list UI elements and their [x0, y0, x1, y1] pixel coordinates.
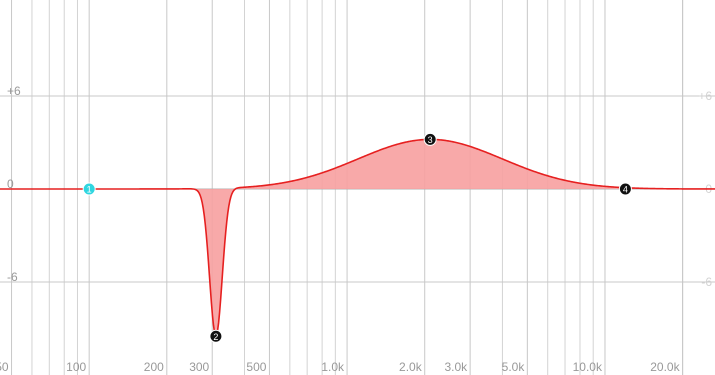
eq-response-curve [0, 138, 715, 337]
band-handle-label: 1 [87, 185, 92, 195]
eq-response-fill [0, 139, 715, 336]
frequency-label: 100 [66, 360, 86, 374]
frequency-label: 50 [0, 360, 9, 374]
band-handle-label: 2 [213, 332, 218, 342]
frequency-label: 10.0k [573, 360, 603, 374]
frequency-label: 3.0k [444, 360, 468, 374]
frequency-label: 1.0k [321, 360, 345, 374]
db-label-left: +6 [7, 84, 21, 98]
db-label-left: 0 [7, 177, 14, 191]
band-handles[interactable]: 1 2 3 4 [82, 132, 632, 343]
db-label-left: -6 [7, 270, 18, 284]
frequency-label: 2.0k [399, 360, 423, 374]
frequency-label: 5.0k [502, 360, 526, 374]
frequency-label: 500 [246, 360, 266, 374]
band-2-handle[interactable]: 2 [209, 329, 223, 343]
band-3-handle[interactable]: 3 [423, 132, 437, 146]
band-handle-dot[interactable] [618, 182, 632, 196]
band-handle-label: 4 [623, 185, 628, 195]
frequency-label: 20.0k [650, 360, 680, 374]
band-handle-label: 3 [428, 135, 433, 145]
frequency-axis-labels: 50 100 200 300 500 1.0k 2.0k 3.0k 5.0k 10.0k 20.0k [0, 360, 681, 374]
band-1-handle[interactable]: 1 [82, 182, 96, 196]
band-handle-dot[interactable] [423, 132, 437, 146]
band-handle-dot[interactable] [82, 182, 96, 196]
frequency-label: 300 [189, 360, 209, 374]
db-label-right: +6 [698, 89, 712, 103]
frequency-label: 200 [144, 360, 164, 374]
band-handle-dot[interactable] [209, 329, 223, 343]
db-label-right: -6 [701, 275, 712, 289]
band-4-handle[interactable]: 4 [618, 182, 632, 196]
